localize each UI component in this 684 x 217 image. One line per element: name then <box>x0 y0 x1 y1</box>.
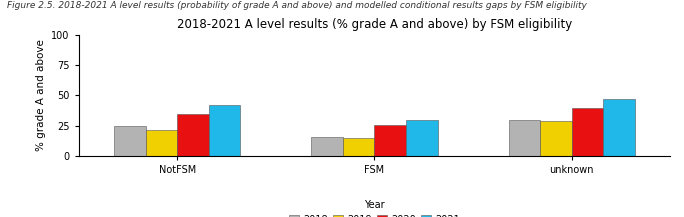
Bar <box>177 114 209 156</box>
Y-axis label: % grade A and above: % grade A and above <box>36 39 46 151</box>
Bar <box>509 120 540 156</box>
Bar <box>343 138 374 156</box>
Title: 2018-2021 A level results (% grade A and above) by FSM eligibility: 2018-2021 A level results (% grade A and… <box>177 18 572 31</box>
Bar <box>540 121 572 156</box>
Bar <box>209 105 240 156</box>
Bar <box>406 120 438 156</box>
Legend: 2018, 2019, 2020, 2021: 2018, 2019, 2020, 2021 <box>289 200 460 217</box>
Bar <box>146 130 177 156</box>
Bar <box>114 126 146 156</box>
Text: Figure 2.5. 2018-2021 A level results (probability of grade A and above) and mod: Figure 2.5. 2018-2021 A level results (p… <box>7 1 587 10</box>
Bar <box>572 108 603 156</box>
Bar <box>603 99 635 156</box>
Bar <box>311 137 343 156</box>
Bar <box>374 125 406 156</box>
